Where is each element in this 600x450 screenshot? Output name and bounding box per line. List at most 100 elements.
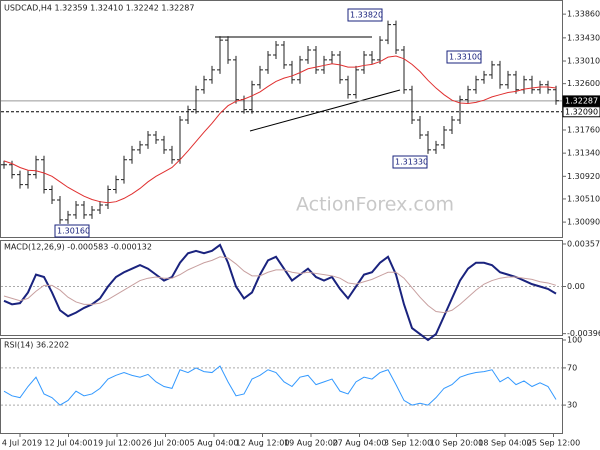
price-bar [185, 105, 191, 125]
annotation-box [392, 155, 428, 169]
y-tick-label: 1.30090 [567, 218, 600, 227]
price-bar [49, 185, 55, 205]
annotation-box [446, 50, 482, 64]
price-bar [177, 116, 183, 164]
y-tick-label: 30 [567, 401, 577, 410]
price-box-label: 1.32090 [565, 107, 598, 116]
trend-line [249, 89, 401, 132]
price-bar [273, 41, 279, 59]
price-bar [33, 155, 39, 179]
x-tick-label: 5 Aug 04:00 [190, 439, 239, 448]
price-bar [257, 65, 263, 89]
x-tick-label: 3 Sep 12:00 [384, 439, 432, 448]
price-bar [393, 20, 399, 54]
indicator-line [3, 243, 557, 342]
price-bar [425, 130, 431, 154]
price-bar [345, 75, 351, 99]
price-bar [433, 140, 439, 154]
price-bar [1, 160, 7, 169]
price-bar [305, 45, 311, 64]
price-bar [113, 175, 119, 194]
x-tick-label: 25 Sep 12:00 [527, 439, 580, 448]
price-bar [65, 210, 71, 224]
price-bar [169, 145, 175, 164]
annotation-box [54, 224, 90, 238]
y-tick-label: 1.31340 [567, 149, 600, 158]
price-bar [409, 85, 415, 125]
price-bar [225, 36, 231, 64]
y-tick-label: 100 [567, 336, 582, 345]
macd-title: MACD(12,26,9) -0.000583 -0.000132 [4, 243, 152, 252]
y-tick-label: 1.30920 [567, 172, 600, 181]
price-bar [377, 36, 383, 64]
price-bar [513, 70, 519, 94]
x-tick-label: 18 Sep 04:00 [478, 439, 531, 448]
indicator-line [3, 256, 557, 314]
price-bar [337, 50, 343, 84]
price-bar [313, 45, 319, 74]
x-tick-label: 19 Jul 12:00 [93, 439, 141, 448]
price-bar [329, 50, 335, 64]
price-bar [281, 41, 287, 69]
price-bar [97, 201, 103, 214]
x-tick-label: 4 Jul 2019 [2, 439, 42, 448]
price-bar [161, 135, 167, 154]
price-bar [497, 60, 503, 89]
price-bar [249, 80, 255, 114]
y-tick-label: 1.32600 [567, 79, 600, 88]
price-bar [417, 116, 423, 139]
annotation-box [347, 8, 383, 22]
x-tick-label: 27 Aug 04:00 [333, 439, 387, 448]
price-bar [385, 20, 391, 45]
indicator-line [3, 365, 557, 406]
rsi-title: RSI(14) 36.2202 [4, 341, 69, 350]
price-bar [553, 85, 559, 105]
y-tick-label: 1.33010 [567, 57, 600, 66]
price-bar [201, 75, 207, 94]
price-panel [0, 0, 563, 238]
y-tick-label: 1.30510 [567, 194, 600, 203]
price-bar [481, 70, 487, 84]
price-bar [489, 60, 495, 79]
price-bar [89, 205, 95, 219]
price-bar [137, 140, 143, 154]
y-tick-label: 0.00 [567, 282, 585, 291]
y-tick-label: 1.33860 [567, 10, 600, 19]
x-tick-label: 26 Jul 20:00 [142, 439, 190, 448]
price-box [562, 95, 600, 107]
price-bar [297, 55, 303, 84]
price-bar [57, 196, 63, 224]
price-bar [25, 170, 31, 189]
price-bar [209, 65, 215, 84]
price-bar [473, 75, 479, 94]
price-bar [217, 36, 223, 74]
price-bar [81, 201, 87, 219]
x-tick-label: 10 Sep 20:00 [430, 439, 483, 448]
price-bar [121, 155, 127, 184]
price-bar [233, 55, 239, 104]
price-bar [441, 125, 447, 149]
x-tick-label: 12 Aug 12:00 [236, 439, 290, 448]
price-bar [401, 45, 407, 94]
x-tick-label: 19 Aug 20:00 [284, 439, 338, 448]
price-bar [457, 95, 463, 125]
price-title: USDCAD,H4 1.32359 1.32410 1.32242 1.3228… [4, 4, 194, 13]
macd-panel [0, 240, 563, 336]
price-bar [153, 130, 159, 144]
price-bar [361, 50, 367, 74]
price-bar [265, 50, 271, 74]
price-bar [465, 85, 471, 104]
y-tick-label: 1.33430 [567, 33, 600, 42]
moving-average [3, 55, 557, 204]
price-bar [289, 60, 295, 84]
rsi-panel [0, 338, 563, 434]
y-tick-label: -0.003966 [567, 329, 600, 338]
y-tick-label: 0.003579 [567, 239, 600, 248]
annotation: 1.30160 [57, 227, 90, 236]
price-bar [321, 55, 327, 74]
price-bar [529, 75, 535, 94]
x-tick-label: 12 Jul 04:00 [45, 439, 93, 448]
price-box-label: 1.32287 [565, 96, 598, 105]
price-bar [353, 65, 359, 99]
